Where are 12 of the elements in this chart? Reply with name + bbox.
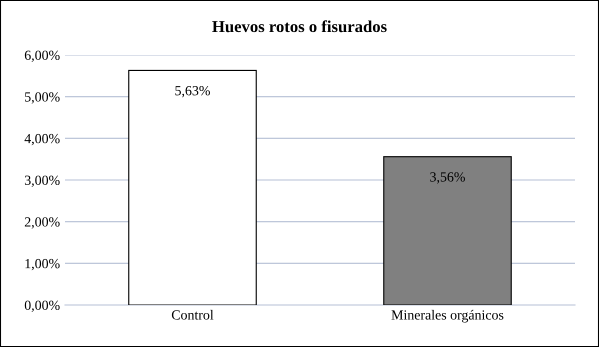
- y-tick-label: 2,00%: [24, 217, 60, 229]
- y-tick-label: 6,00%: [24, 50, 60, 62]
- chart-title: Huevos rotos o fisurados: [212, 20, 387, 32]
- y-tick-label: 0,00%: [24, 300, 60, 312]
- y-tick-label: 1,00%: [25, 258, 60, 270]
- x-tick-label: Control: [172, 310, 214, 320]
- y-tick-label: 3,00%: [24, 176, 60, 187]
- x-tick-label: Minerales orgánicos: [392, 310, 504, 323]
- data-label: 5,63%: [175, 86, 210, 98]
- data-label: 3,56%: [430, 172, 465, 184]
- y-tick-label: 4,00%: [24, 134, 60, 146]
- y-tick-label: 5,00%: [25, 92, 60, 104]
